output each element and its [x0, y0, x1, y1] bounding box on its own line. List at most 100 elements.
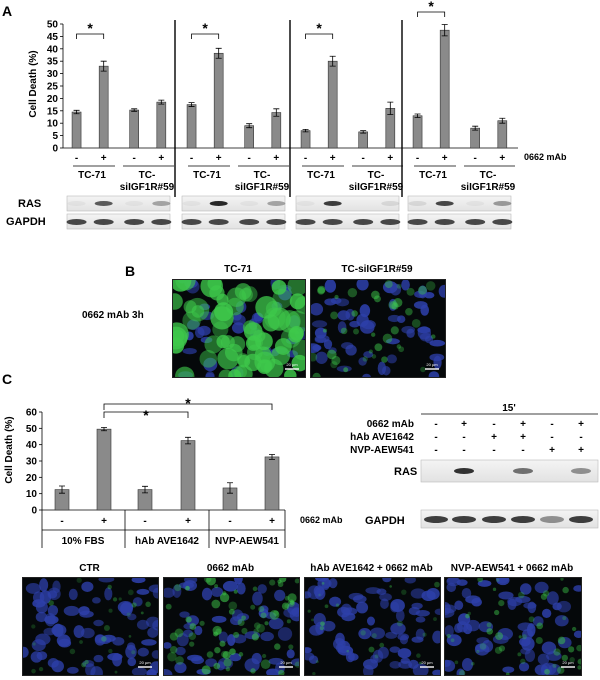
- green-fluorescence: [214, 647, 221, 654]
- green-fluorescence: [542, 590, 550, 597]
- panel-a-ras-band: [323, 201, 342, 206]
- significance-star: *: [143, 407, 149, 423]
- green-fluorescence: [518, 591, 525, 599]
- cell-nucleus: [137, 647, 149, 657]
- scale-bar-label: 20 µm: [286, 362, 298, 367]
- panel-c-error-bar: [59, 485, 65, 494]
- green-fluorescence: [204, 335, 223, 354]
- minus-label: -: [228, 516, 231, 527]
- panel-a-y-tick-label: 20: [47, 94, 59, 105]
- panel-b-title-sirna: TC-siIGF1R#59: [341, 264, 413, 275]
- panel-a-error-bar: [360, 130, 367, 134]
- panel-a-error-bar: [472, 125, 479, 131]
- green-fluorescence: [286, 619, 291, 624]
- cell-nucleus: [337, 321, 347, 334]
- panel-a-ras-band: [182, 201, 201, 206]
- panel-a-bar: [129, 109, 139, 149]
- panel-a-group-label-sirna-line2: siIGF1R#59: [235, 182, 290, 193]
- micrograph-nvp-0662: 20 µm: [444, 577, 582, 676]
- green-fluorescence: [48, 600, 54, 606]
- green-fluorescence: [368, 646, 375, 653]
- green-fluorescence: [347, 287, 358, 298]
- cell-nucleus: [363, 351, 374, 358]
- cell-nucleus: [164, 642, 172, 649]
- minus-label: -: [362, 153, 365, 164]
- green-fluorescence: [189, 641, 195, 647]
- cell-nucleus: [380, 598, 389, 609]
- cell-nucleus: [205, 658, 217, 667]
- panel-a-gapdh-band: [492, 219, 513, 225]
- scale-bar-label: 20 µm: [280, 660, 292, 665]
- green-fluorescence: [103, 624, 110, 631]
- cell-nucleus: [349, 320, 360, 328]
- green-fluorescence: [324, 604, 329, 609]
- panel-c-y-tick-label: 50: [26, 424, 38, 435]
- cell-nucleus: [558, 636, 572, 649]
- cell-nucleus: [229, 653, 242, 662]
- cell-nucleus: [445, 625, 454, 637]
- panel-c-gapdh-band: [511, 516, 535, 523]
- panel-a-gapdh-band: [380, 219, 401, 225]
- green-fluorescence: [495, 632, 504, 641]
- cell-nucleus: [415, 616, 426, 623]
- cell-nucleus: [44, 612, 56, 627]
- panel-c-error-bar: [269, 454, 275, 460]
- plus-label: +: [273, 153, 279, 164]
- green-fluorescence: [228, 601, 238, 611]
- green-fluorescence: [571, 626, 577, 632]
- panel-a-ras-band: [466, 201, 485, 206]
- cell-nucleus: [356, 601, 369, 614]
- cell-nucleus: [82, 660, 95, 668]
- panel-c-blot-row-label: hAb AVE1642: [350, 432, 414, 443]
- cell-nucleus: [81, 581, 94, 592]
- green-fluorescence: [495, 578, 500, 582]
- cell-nucleus: [389, 646, 401, 653]
- panel-c-gapdh-band: [482, 516, 506, 523]
- green-fluorescence: [371, 332, 376, 337]
- significance-star: *: [202, 20, 208, 36]
- green-fluorescence: [320, 621, 325, 627]
- panel-a-error-bar: [302, 129, 309, 133]
- cell-nucleus: [68, 588, 78, 601]
- panel-a-ras-band: [296, 201, 315, 206]
- green-fluorescence: [311, 352, 318, 362]
- green-fluorescence: [292, 339, 305, 361]
- cell-nucleus: [309, 624, 324, 636]
- green-fluorescence: [222, 651, 231, 660]
- cell-nucleus: [454, 600, 464, 611]
- cell-nucleus: [305, 652, 315, 661]
- cell-nucleus: [36, 651, 48, 661]
- green-fluorescence: [373, 295, 381, 303]
- cell-nucleus: [222, 580, 238, 592]
- cell-nucleus: [333, 637, 346, 651]
- panel-a-error-bar: [131, 108, 138, 112]
- cell-nucleus: [120, 602, 133, 616]
- panel-a-gapdh-band: [239, 219, 260, 225]
- green-fluorescence: [260, 659, 271, 670]
- green-fluorescence: [351, 310, 358, 317]
- green-fluorescence: [183, 300, 197, 314]
- green-fluorescence: [334, 294, 339, 300]
- panel-c-bar: [96, 428, 112, 511]
- cell-nucleus: [432, 669, 440, 675]
- panel-a-ras-band: [67, 201, 86, 206]
- green-fluorescence: [76, 578, 82, 583]
- panel-a-group-label-sirna-line1: TC-: [480, 170, 497, 181]
- cell-nucleus: [519, 637, 531, 647]
- green-fluorescence: [126, 612, 131, 617]
- panel-c-error-bar: [185, 436, 191, 445]
- panel-c-ras-membrane: [420, 459, 599, 483]
- green-fluorescence: [577, 665, 581, 670]
- panel-c-blot-label-gapdh: GAPDH: [365, 515, 405, 527]
- panel-c-y-axis-title: Cell Death (%): [4, 416, 15, 483]
- green-fluorescence: [312, 671, 316, 675]
- cell-nucleus: [211, 615, 227, 623]
- cell-nucleus: [461, 587, 472, 599]
- cell-nucleus: [78, 606, 90, 616]
- panel-c-ras-band: [513, 468, 533, 474]
- green-fluorescence: [294, 578, 299, 584]
- cell-nucleus: [546, 591, 559, 605]
- cell-nucleus: [526, 623, 536, 637]
- cell-nucleus: [305, 647, 312, 654]
